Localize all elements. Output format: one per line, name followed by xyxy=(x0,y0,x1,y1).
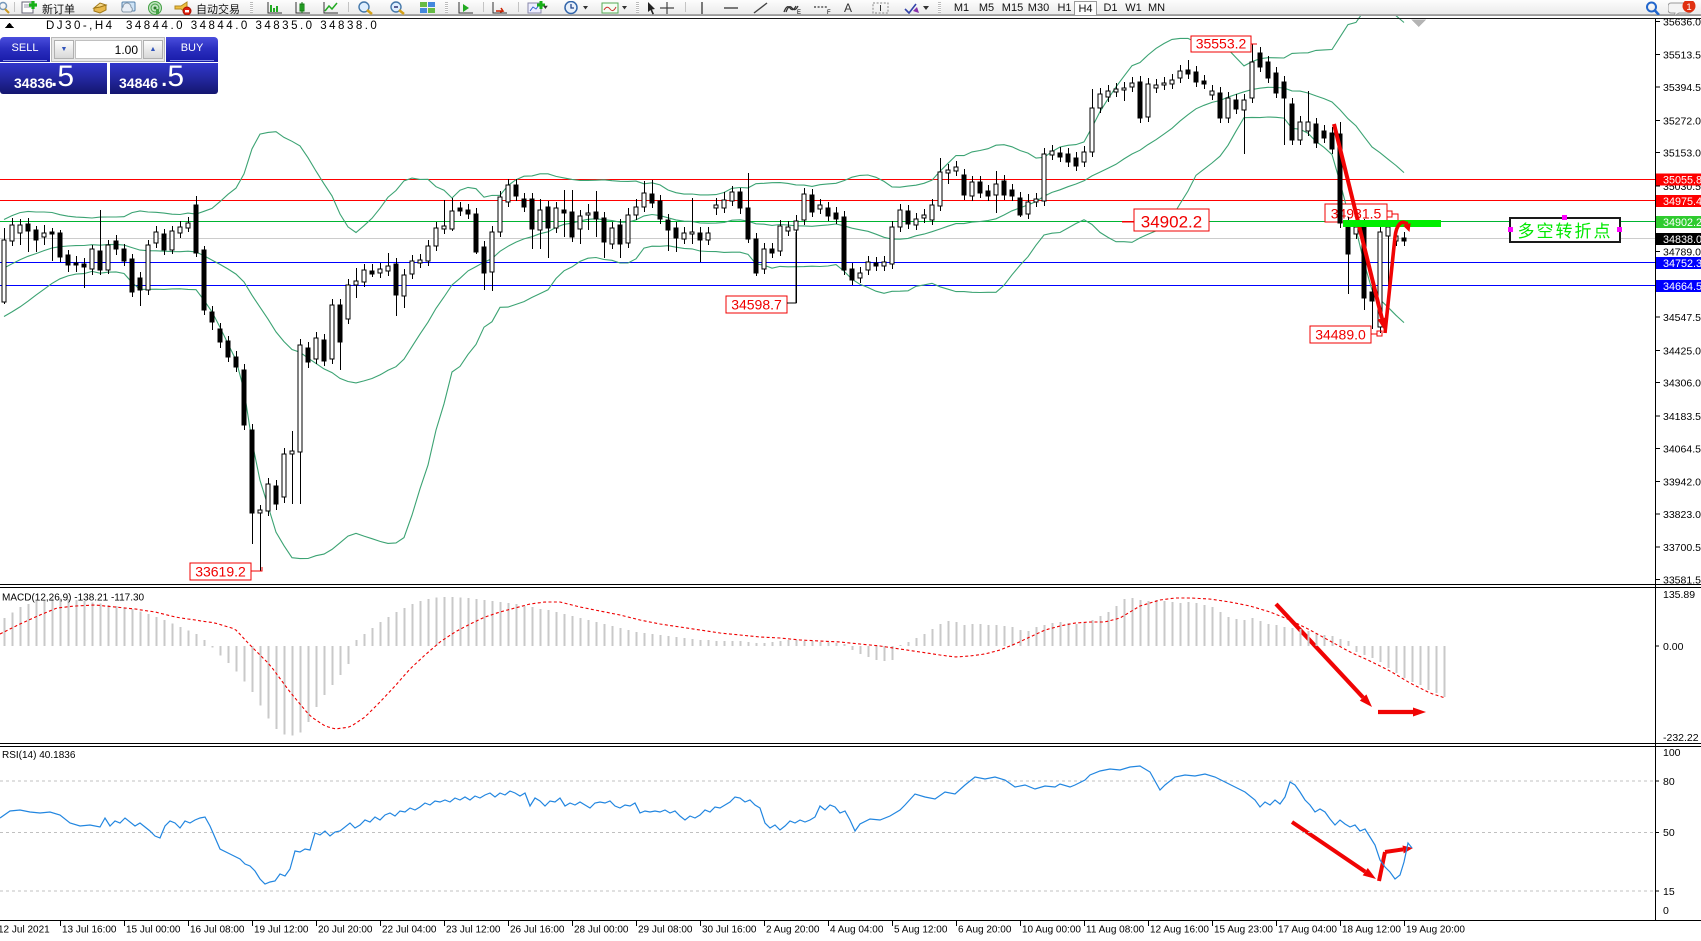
svg-text:18 Aug 12:00: 18 Aug 12:00 xyxy=(1342,925,1401,936)
svg-text:28 Jul 00:00: 28 Jul 00:00 xyxy=(574,925,629,936)
svg-text:26 Jul 16:00: 26 Jul 16:00 xyxy=(510,925,565,936)
svg-text:33700.5: 33700.5 xyxy=(1663,542,1701,554)
svg-text:34425.0: 34425.0 xyxy=(1663,345,1701,357)
svg-text:DJ30-,H4 34844.0 34844.0 3483: DJ30-,H4 34844.0 34844.0 34835.0 34838.0 xyxy=(46,20,379,32)
svg-text:F: F xyxy=(827,10,831,15)
svg-text:19 Jul 12:00: 19 Jul 12:00 xyxy=(254,925,309,936)
svg-text:35153.0: 35153.0 xyxy=(1663,148,1701,160)
svg-text:34838.0: 34838.0 xyxy=(1663,234,1701,246)
svg-text:33581.5: 33581.5 xyxy=(1663,575,1701,587)
svg-text:29 Jul 08:00: 29 Jul 08:00 xyxy=(638,925,693,936)
svg-text:17 Aug 04:00: 17 Aug 04:00 xyxy=(1278,925,1337,936)
svg-text:34064.5: 34064.5 xyxy=(1663,443,1701,455)
svg-text:0: 0 xyxy=(1663,905,1669,917)
svg-text:15 Aug 23:00: 15 Aug 23:00 xyxy=(1214,925,1273,936)
svg-text:35272.0: 35272.0 xyxy=(1663,115,1701,127)
svg-text:4 Aug 04:00: 4 Aug 04:00 xyxy=(830,925,884,936)
svg-text:E: E xyxy=(797,10,801,15)
svg-text:2 Aug 20:00: 2 Aug 20:00 xyxy=(766,925,820,936)
svg-text:35636.0: 35636.0 xyxy=(1663,16,1701,28)
svg-text:0.00: 0.00 xyxy=(1663,641,1684,653)
svg-text:23 Jul 12:00: 23 Jul 12:00 xyxy=(446,925,501,936)
svg-text:33619.2: 33619.2 xyxy=(195,564,246,580)
svg-text:MACD(12,26,9) -138.21 -117.30: MACD(12,26,9) -138.21 -117.30 xyxy=(2,593,145,604)
svg-text:16 Jul 08:00: 16 Jul 08:00 xyxy=(190,925,245,936)
svg-text:20 Jul 20:00: 20 Jul 20:00 xyxy=(318,925,373,936)
svg-text:13 Jul 16:00: 13 Jul 16:00 xyxy=(62,925,117,936)
svg-text:34752.3: 34752.3 xyxy=(1663,258,1701,270)
svg-text:多空转折点: 多空转折点 xyxy=(1518,222,1613,241)
svg-text:100: 100 xyxy=(1663,747,1681,759)
svg-text:15 Jul 00:00: 15 Jul 00:00 xyxy=(126,925,181,936)
svg-text:35513.5: 35513.5 xyxy=(1663,50,1701,62)
svg-text:34489.0: 34489.0 xyxy=(1315,327,1366,343)
svg-text:34902.2: 34902.2 xyxy=(1663,217,1701,229)
svg-text:15: 15 xyxy=(1663,886,1675,898)
svg-text:19 Aug 20:00: 19 Aug 20:00 xyxy=(1406,925,1465,936)
svg-text:33823.0: 33823.0 xyxy=(1663,509,1701,521)
svg-text:34306.0: 34306.0 xyxy=(1663,378,1701,390)
svg-text:12 Aug 16:00: 12 Aug 16:00 xyxy=(1150,925,1209,936)
svg-text:34664.5: 34664.5 xyxy=(1663,281,1701,293)
svg-text:34975.4: 34975.4 xyxy=(1663,196,1701,208)
svg-text:1: 1 xyxy=(1686,2,1691,13)
svg-text:RSI(14) 40.1836: RSI(14) 40.1836 xyxy=(2,750,76,761)
svg-text:11 Aug 08:00: 11 Aug 08:00 xyxy=(1086,925,1145,936)
svg-text:33942.0: 33942.0 xyxy=(1663,477,1701,489)
svg-text:30 Jul 16:00: 30 Jul 16:00 xyxy=(702,925,757,936)
svg-text:80: 80 xyxy=(1663,776,1675,788)
svg-text:10 Aug 00:00: 10 Aug 00:00 xyxy=(1022,925,1081,936)
svg-text:-232.22: -232.22 xyxy=(1663,732,1699,744)
svg-text:34902.2: 34902.2 xyxy=(1141,213,1202,232)
svg-text:5 Aug 12:00: 5 Aug 12:00 xyxy=(894,925,948,936)
svg-text:50: 50 xyxy=(1663,827,1675,839)
svg-text:35394.5: 35394.5 xyxy=(1663,82,1701,94)
svg-text:34598.7: 34598.7 xyxy=(731,297,782,313)
svg-text:34547.5: 34547.5 xyxy=(1663,312,1701,324)
svg-text:6 Aug 20:00: 6 Aug 20:00 xyxy=(958,925,1012,936)
svg-text:35553.2: 35553.2 xyxy=(1196,36,1247,52)
svg-text:12 Jul 2021: 12 Jul 2021 xyxy=(0,925,50,936)
svg-text:34789.0: 34789.0 xyxy=(1663,247,1701,259)
svg-text:34183.5: 34183.5 xyxy=(1663,411,1701,423)
svg-text:35055.8: 35055.8 xyxy=(1663,175,1701,187)
svg-text:22 Jul 04:00: 22 Jul 04:00 xyxy=(382,925,437,936)
svg-text:135.89: 135.89 xyxy=(1663,589,1695,601)
